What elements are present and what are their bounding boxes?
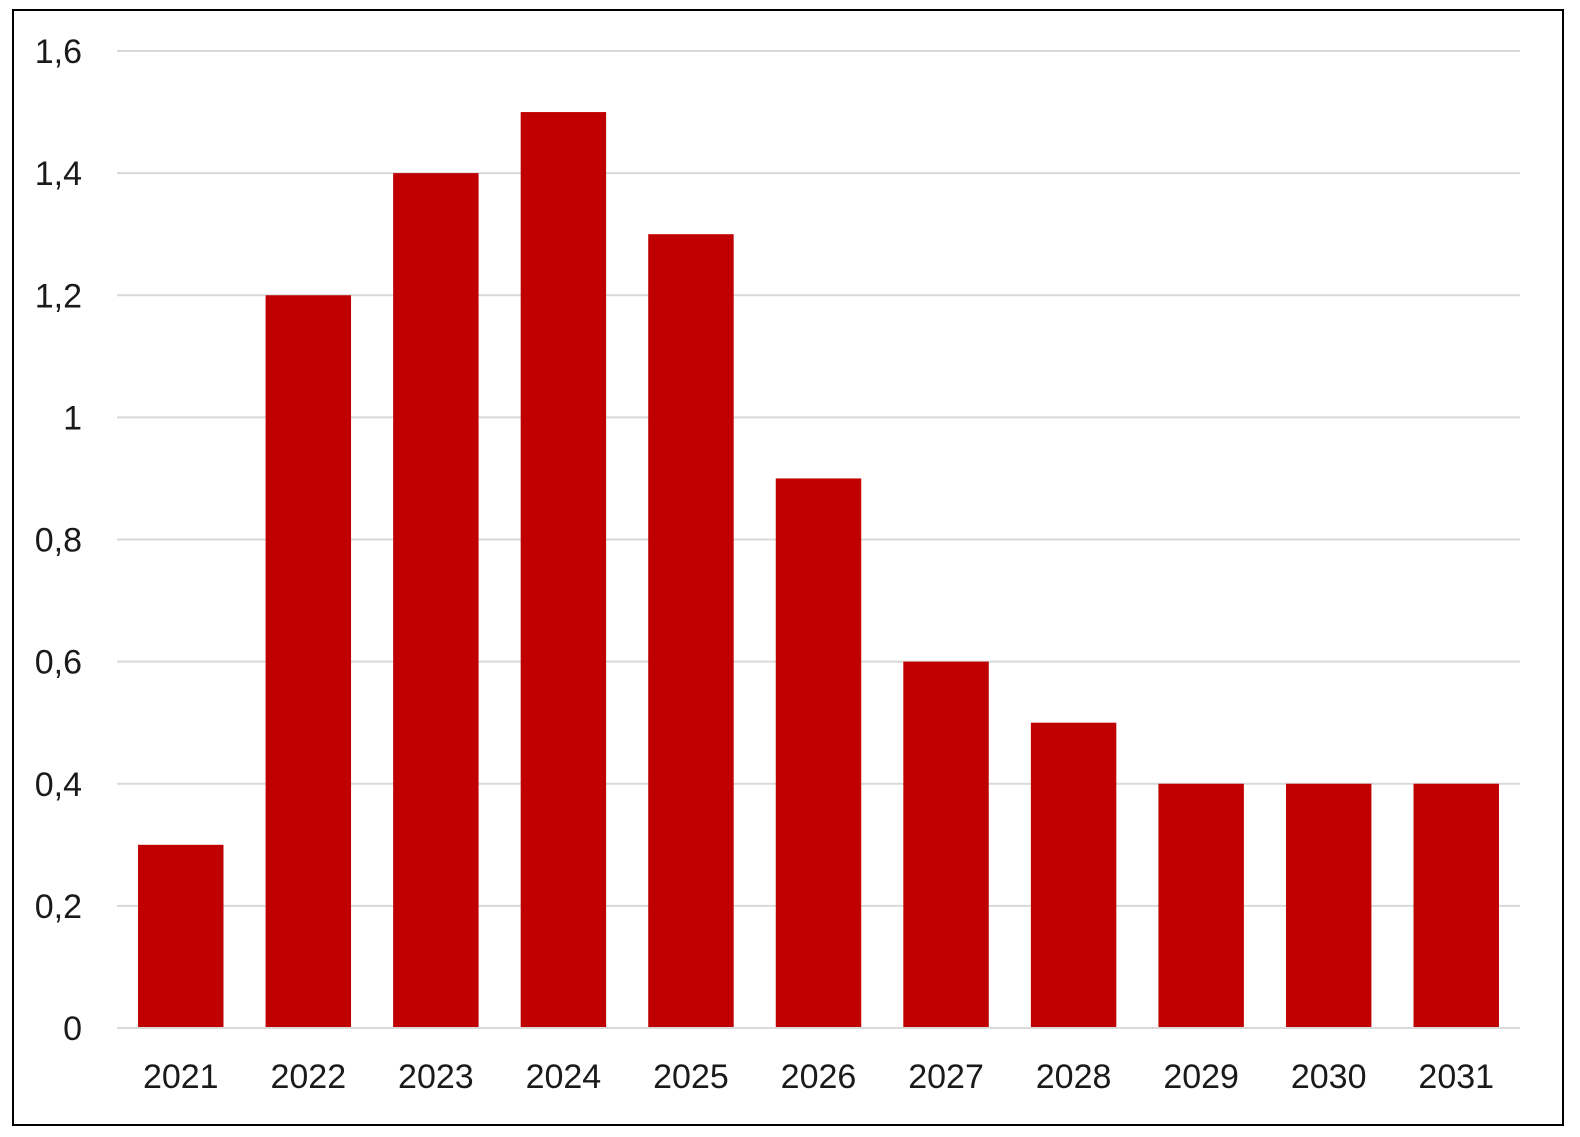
y-tick-label: 1,2 bbox=[35, 277, 82, 315]
x-tick-label: 2025 bbox=[653, 1058, 729, 1096]
y-tick-label: 0,6 bbox=[35, 644, 82, 682]
bar-2023 bbox=[393, 173, 479, 1028]
y-tick-label: 0,2 bbox=[35, 888, 82, 926]
y-tick-label: 1,6 bbox=[35, 33, 82, 71]
x-tick-label: 2024 bbox=[526, 1058, 602, 1096]
bar-2024 bbox=[520, 112, 607, 1028]
bars bbox=[117, 112, 1520, 1029]
x-tick-label: 2026 bbox=[781, 1058, 857, 1096]
bar-2025 bbox=[648, 234, 734, 1028]
bar-2026 bbox=[775, 478, 862, 1028]
y-axis-ticks: 0 0,2 0,4 0,6 0,8 1 1,2 1,4 1,6 bbox=[35, 33, 82, 1048]
x-tick-label: 2021 bbox=[143, 1058, 219, 1096]
bar-2029 bbox=[1158, 783, 1244, 1028]
bar-2027 bbox=[903, 661, 989, 1028]
y-tick-label: 0,4 bbox=[35, 766, 82, 804]
x-tick-label: 2022 bbox=[270, 1058, 346, 1096]
bar-chart: 0 0,2 0,4 0,6 0,8 1 1,2 1,4 1,6 2021 2022 2023 2024… bbox=[35, 33, 1520, 1096]
x-tick-label: 2027 bbox=[908, 1058, 984, 1096]
x-tick-label: 2031 bbox=[1418, 1058, 1494, 1096]
y-tick-label: 1 bbox=[63, 399, 82, 437]
x-tick-label: 2030 bbox=[1291, 1058, 1367, 1096]
bar-2021 bbox=[138, 844, 224, 1028]
bar-2031 bbox=[1413, 783, 1499, 1028]
bar-2030 bbox=[1285, 783, 1372, 1028]
x-tick-label: 2023 bbox=[398, 1058, 474, 1096]
y-tick-label: 0 bbox=[63, 1010, 82, 1048]
y-tick-label: 0,8 bbox=[35, 522, 82, 560]
bar-2022 bbox=[265, 295, 352, 1028]
x-axis-ticks: 2021 2022 2023 2024 2025 2026 2027 2028 2029 2030… bbox=[143, 1058, 1494, 1096]
x-tick-label: 2028 bbox=[1036, 1058, 1112, 1096]
chart-frame: 0 0,2 0,4 0,6 0,8 1 1,2 1,4 1,6 2021 2022 2023 2024… bbox=[12, 9, 1564, 1126]
x-tick-label: 2029 bbox=[1163, 1058, 1239, 1096]
bar-2028 bbox=[1030, 722, 1117, 1028]
y-tick-label: 1,4 bbox=[35, 155, 82, 193]
